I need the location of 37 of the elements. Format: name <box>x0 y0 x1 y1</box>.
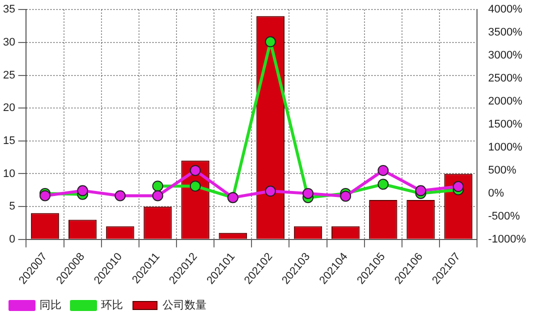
point <box>264 36 276 48</box>
y-tick-label: 20 <box>2 102 16 114</box>
legend-label: 环比 <box>101 298 123 312</box>
point <box>340 190 352 202</box>
point <box>264 186 276 197</box>
y-tick-label: 10 <box>2 168 16 180</box>
point <box>40 190 51 202</box>
y-tick-label: 25 <box>2 69 16 82</box>
y2-tick-label: 2000% <box>488 96 523 108</box>
point <box>77 185 88 196</box>
y2-tick-label: 4000% <box>488 4 523 16</box>
point <box>190 164 201 176</box>
point <box>190 180 201 192</box>
y2-tick-label: 500% <box>488 164 516 176</box>
y2-tick-label: 3500% <box>488 26 523 39</box>
y-tick-label: 0 <box>9 233 16 246</box>
y2-tick-label: -500% <box>488 210 520 222</box>
y2-tick-label: 3000% <box>488 50 523 62</box>
point <box>152 190 164 202</box>
point <box>378 178 389 190</box>
point <box>378 164 389 176</box>
y2-tick-label: -1000% <box>488 233 526 246</box>
legend-label: 公司数量 <box>162 298 206 312</box>
y-tick-label: 35 <box>2 4 16 16</box>
point <box>114 190 126 202</box>
y2-tick-label: 1000% <box>488 142 523 154</box>
legend-label: 同比 <box>40 298 62 312</box>
y2-tick-label: 2500% <box>488 72 523 85</box>
point <box>302 188 314 199</box>
point <box>452 181 464 192</box>
point <box>152 180 164 192</box>
point <box>415 185 426 196</box>
y-tick-label: 30 <box>2 36 16 48</box>
y-tick-label: 15 <box>2 134 16 147</box>
y2-tick-label: 0% <box>488 187 504 200</box>
y-tick-label: 5 <box>9 200 16 213</box>
y2-tick-label: 1500% <box>488 118 523 131</box>
